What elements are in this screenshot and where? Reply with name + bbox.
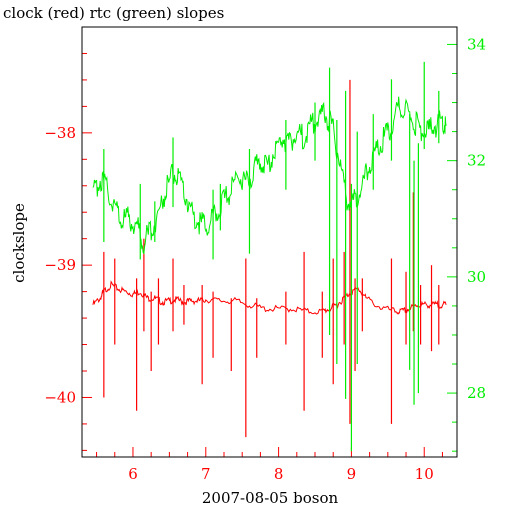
x-tick-label: 9 [347,465,357,483]
y-tick-label: −39 [44,256,76,274]
y-axis-label: clockslope [10,203,28,283]
x-tick-label: 7 [201,465,211,483]
chart-title: clock (red) rtc (green) slopes [3,4,224,22]
rtc-series-line [92,96,447,255]
y2-tick-label: 30 [467,268,486,286]
y2-tick-label: 32 [467,152,486,170]
y-tick-label: −38 [44,124,76,142]
y2-tick-label: 28 [467,384,486,402]
y2-tick-label: 34 [467,35,486,53]
clock-series-line [92,280,447,315]
plot-frame [81,26,458,458]
x-tick-label: 6 [128,465,138,483]
x-axis-label: 2007-08-05 boson [202,489,339,507]
y-tick-label: −40 [44,388,76,406]
x-tick-label: 10 [415,465,434,483]
x-tick-label: 8 [274,465,284,483]
